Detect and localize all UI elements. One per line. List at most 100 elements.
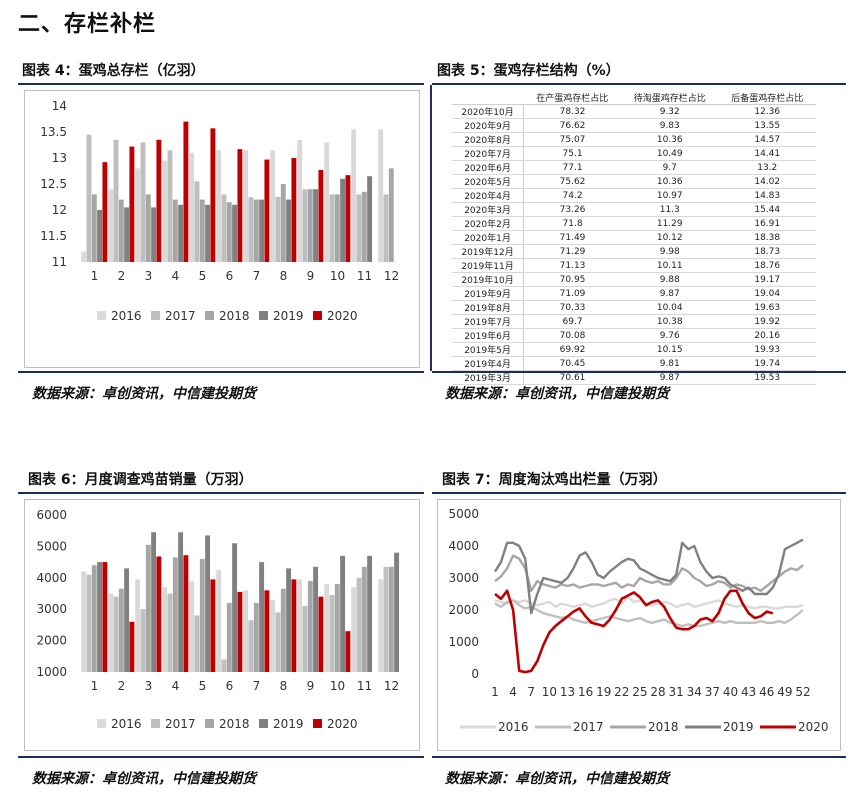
fig5-table-row: 2020年6月 77.1 9.7 13.2 bbox=[452, 160, 816, 175]
fig5-cell: 9.87 bbox=[621, 286, 719, 301]
fig6-xtick-label: 10 bbox=[330, 679, 345, 693]
fig6-bar-2020-4 bbox=[183, 555, 189, 672]
fig5-cell: 14.57 bbox=[718, 132, 816, 147]
fig6-bar-2016-9 bbox=[297, 579, 303, 672]
fig6-bar-2017-5 bbox=[194, 615, 200, 672]
fig5-cell: 18.73 bbox=[718, 244, 816, 259]
fig4-bar-2017-2 bbox=[113, 139, 119, 262]
fig4-bar-2018-5 bbox=[199, 199, 205, 262]
fig7-ytick-label: 1000 bbox=[448, 635, 479, 649]
fig4-xtick-label: 11 bbox=[357, 269, 372, 283]
fig4-bar-2016-9 bbox=[297, 139, 303, 262]
fig4-bar-2016-12 bbox=[378, 129, 384, 262]
fig7-ytick-label: 4000 bbox=[448, 539, 479, 553]
fig4-bar-2018-1 bbox=[91, 194, 97, 262]
fig5-table-row: 2019年3月 70.61 9.87 19.53 bbox=[452, 370, 816, 385]
fig5-table-row: 2019年7月 69.7 10.38 19.92 bbox=[452, 314, 816, 329]
fig5-row-label: 2020年3月 bbox=[452, 202, 525, 217]
fig6-bar-2016-7 bbox=[243, 590, 249, 672]
fig7-ytick-label: 0 bbox=[471, 667, 479, 681]
fig4-bar-2016-2 bbox=[108, 189, 114, 262]
fig5-cell: 78.32 bbox=[523, 104, 622, 119]
fig5-header-row: 在产蛋鸡存栏占比 待淘蛋鸡存栏占比 后备蛋鸡存栏占比 bbox=[452, 91, 816, 105]
fig4-bar-2018-10 bbox=[334, 194, 340, 262]
fig5-cell: 19.93 bbox=[718, 342, 816, 357]
fig6-bar-2017-6 bbox=[221, 659, 227, 672]
fig6-bar-2019-4 bbox=[178, 532, 184, 672]
fig4-xtick-label: 1 bbox=[91, 269, 99, 283]
fig5-table-row: 2020年9月 76.62 9.83 13.55 bbox=[452, 118, 816, 133]
fig6-bar-2018-7 bbox=[253, 602, 259, 672]
fig4-bar-2018-8 bbox=[280, 184, 286, 262]
fig5-cell: 11.29 bbox=[621, 216, 719, 231]
fig5-cell: 75.07 bbox=[523, 132, 622, 147]
fig6-xtick-label: 3 bbox=[145, 679, 153, 693]
fig6-xtick-label: 8 bbox=[280, 679, 288, 693]
fig7-legend-label-2017: 2017 bbox=[573, 720, 604, 734]
fig6-bar-2020-5 bbox=[210, 579, 216, 672]
fig5-table-wrap: 在产蛋鸡存栏占比 待淘蛋鸡存栏占比 后备蛋鸡存栏占比 2020年10月 78.32 9.… bbox=[452, 91, 816, 385]
fig5-cell: 74.2 bbox=[523, 188, 622, 203]
fig4-legend-label-2017: 2017 bbox=[165, 309, 196, 323]
fig6-ytick-label: 5000 bbox=[36, 539, 67, 553]
fig6-bar-2017-1 bbox=[86, 574, 92, 672]
fig5-cell: 11.3 bbox=[621, 202, 719, 217]
fig4-ytick-label: 11.5 bbox=[40, 229, 67, 243]
fig6-legend-swatch-2016 bbox=[97, 719, 106, 728]
fig5-cell: 19.74 bbox=[718, 356, 816, 371]
fig5-table-row: 2020年3月 73.26 11.3 15.44 bbox=[452, 202, 816, 217]
fig4-bar-2019-10 bbox=[340, 178, 346, 262]
fig7-xtick-label: 28 bbox=[650, 685, 665, 699]
fig5-column-header bbox=[452, 91, 524, 105]
fig6-bar-2017-12 bbox=[383, 566, 389, 672]
fig7-xtick-label: 40 bbox=[723, 685, 738, 699]
fig5-cell: 10.11 bbox=[621, 258, 719, 273]
fig6-legend-swatch-2017 bbox=[151, 719, 160, 728]
fig4-bar-2016-7 bbox=[243, 150, 249, 262]
fig6-bar-2018-9 bbox=[307, 580, 313, 672]
fig4-bottom-rule bbox=[18, 371, 424, 373]
fig5-cell: 10.36 bbox=[621, 174, 719, 189]
fig5-cell: 9.32 bbox=[621, 104, 719, 119]
fig4-bar-2018-11 bbox=[361, 191, 367, 262]
fig4-bar-2019-6 bbox=[232, 204, 238, 262]
fig5-cell: 12.36 bbox=[718, 104, 816, 119]
fig4-bar-2020-7 bbox=[264, 159, 270, 262]
fig6-legend-swatch-2020 bbox=[313, 719, 322, 728]
fig7-xtick-label: 43 bbox=[741, 685, 756, 699]
fig6-bar-2020-2 bbox=[129, 621, 135, 672]
fig5-cell: 71.49 bbox=[523, 230, 622, 245]
fig4-bar-2020-1 bbox=[102, 162, 108, 262]
fig5-cell: 15.44 bbox=[718, 202, 816, 217]
fig4-legend-label-2019: 2019 bbox=[273, 309, 304, 323]
fig5-cell: 75.1 bbox=[523, 146, 622, 161]
fig7-legend-label-2018: 2018 bbox=[648, 720, 679, 734]
fig5-cell: 71.13 bbox=[523, 258, 622, 273]
fig5-cell: 70.08 bbox=[523, 328, 622, 343]
fig5-row-label: 2019年3月 bbox=[452, 370, 525, 385]
fig4-xtick-label: 10 bbox=[330, 269, 345, 283]
fig6-xtick-label: 12 bbox=[384, 679, 399, 693]
fig5-cell: 70.95 bbox=[523, 272, 622, 287]
fig5-row-label: 2020年5月 bbox=[452, 174, 525, 189]
fig5-table-row: 2020年4月 74.2 10.97 14.83 bbox=[452, 188, 816, 203]
fig4-ytick-label: 13.5 bbox=[40, 125, 67, 139]
fig6-legend-label-2019: 2019 bbox=[273, 717, 304, 731]
fig5-table-row: 2020年7月 75.1 10.49 14.41 bbox=[452, 146, 816, 161]
fig6-xtick-label: 9 bbox=[307, 679, 315, 693]
fig5-cell: 14.02 bbox=[718, 174, 816, 189]
fig5-bottom-rule bbox=[432, 371, 846, 373]
fig6-bar-2020-10 bbox=[345, 631, 351, 672]
fig5-cell: 13.2 bbox=[718, 160, 816, 175]
fig4-xtick-label: 8 bbox=[280, 269, 288, 283]
fig6-bar-2016-4 bbox=[162, 587, 168, 672]
fig4-bar-2020-5 bbox=[210, 128, 216, 262]
fig5-cell: 10.12 bbox=[621, 230, 719, 245]
fig4-bar-2016-3 bbox=[135, 168, 141, 262]
fig4-bar-2017-12 bbox=[383, 194, 389, 262]
fig4-source: 数据来源：卓创资讯，中信建投期货 bbox=[32, 386, 256, 402]
fig6-bar-2016-6 bbox=[216, 569, 222, 672]
fig7-legend-label-2020: 2020 bbox=[798, 720, 829, 734]
fig5-cell: 71.29 bbox=[523, 244, 622, 259]
